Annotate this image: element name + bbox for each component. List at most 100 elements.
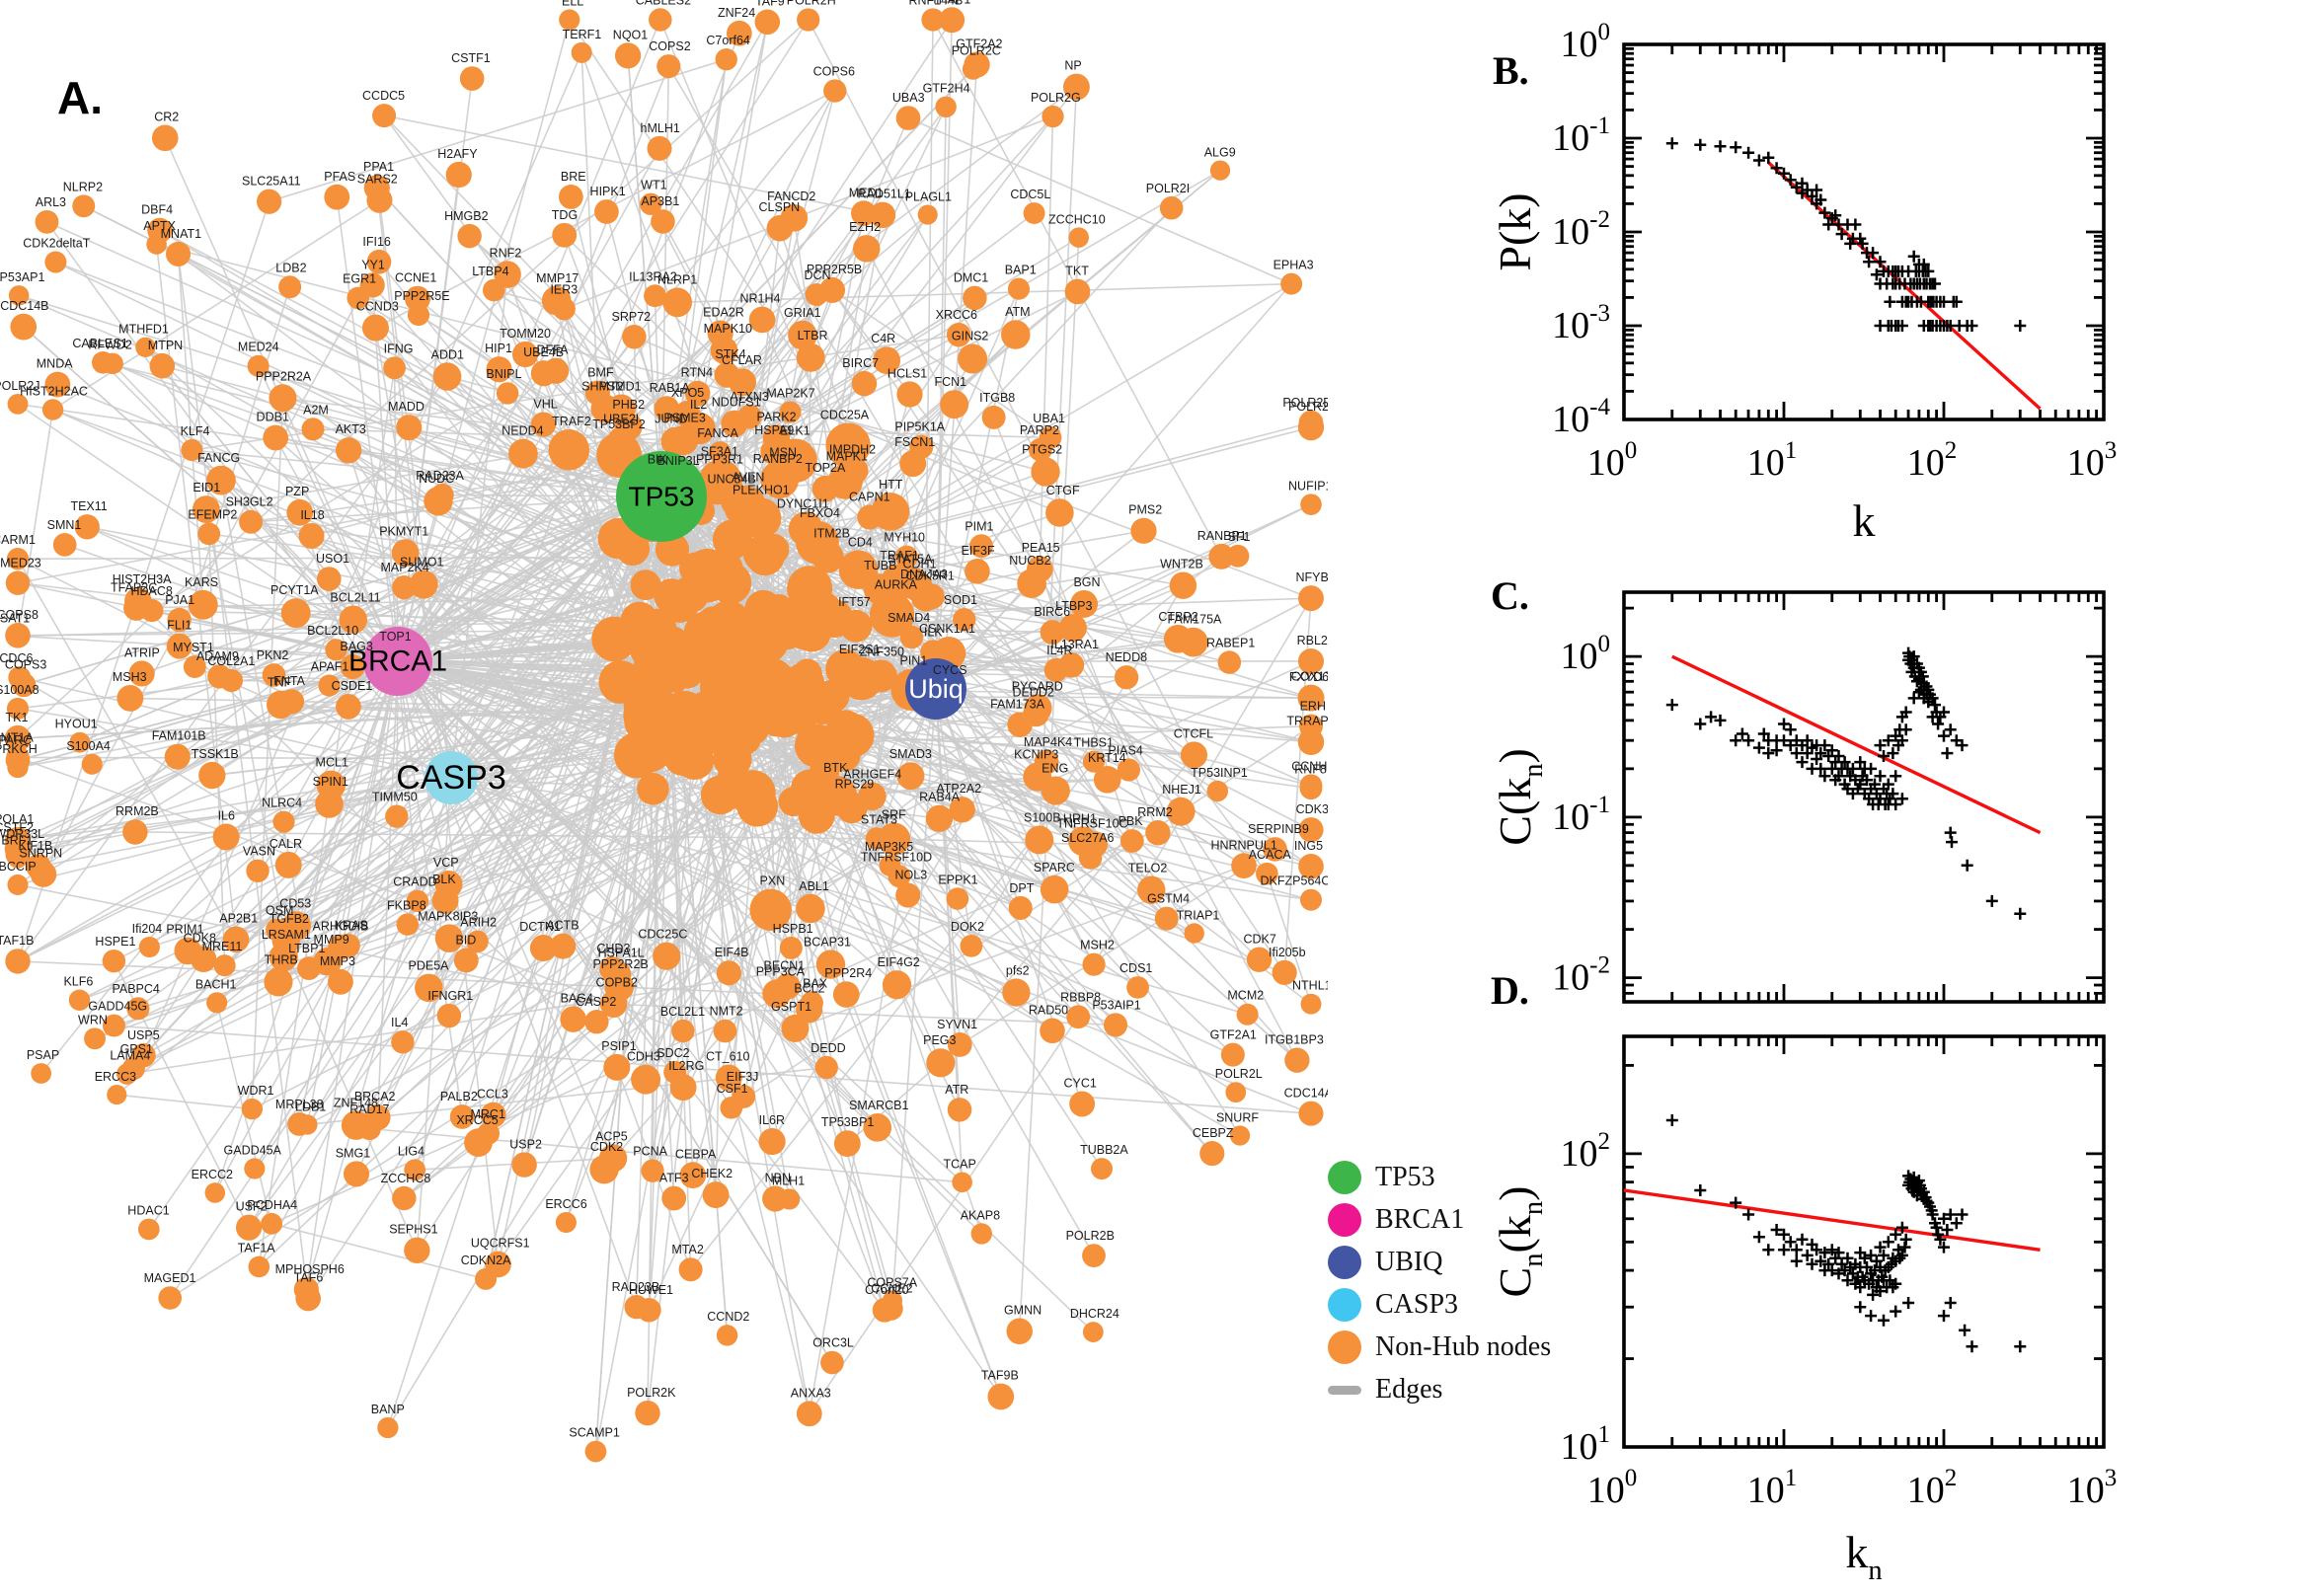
node-label: NHEJ1 — [1162, 783, 1201, 797]
network-node — [857, 504, 882, 529]
node-label: SUMO1 — [400, 556, 444, 570]
node-label: PMS2 — [1128, 503, 1162, 517]
node-label: A2M — [303, 403, 329, 417]
node-label: TAF1B — [0, 934, 34, 948]
network-node — [572, 42, 592, 63]
network-node — [679, 1257, 703, 1281]
node-label: RFWD2 — [88, 339, 131, 352]
node-label: MTA2 — [671, 1243, 703, 1256]
node-label: MAP4K4 — [1024, 735, 1072, 749]
node-label: GSPT1 — [771, 1000, 811, 1014]
tick-label: 10-2 — [1552, 952, 1610, 999]
node-label: CDS1 — [1119, 961, 1152, 975]
node-label: MPHOSPH6 — [275, 1262, 345, 1276]
network-node — [1300, 889, 1322, 911]
node-label: CABLES2 — [636, 0, 691, 7]
node-label: SYVN1 — [937, 1018, 977, 1031]
node-label: ENG — [1042, 762, 1068, 776]
node-label: AP2B1 — [219, 912, 258, 926]
node-label: PPP2R4 — [824, 966, 872, 980]
network-node — [1298, 729, 1325, 756]
node-label: TGFB2 — [270, 912, 309, 926]
scatter-markers — [1666, 647, 2027, 920]
node-label: NLRC4 — [262, 797, 302, 810]
network-node — [808, 592, 842, 627]
network-node — [362, 315, 389, 342]
node-label: RPS29 — [835, 777, 875, 791]
network-node — [72, 194, 95, 217]
network-node — [1208, 544, 1234, 570]
node-label: NLRP1 — [657, 272, 697, 286]
network-node — [717, 1325, 737, 1345]
network-node — [214, 954, 236, 976]
network-node — [648, 136, 672, 161]
network-node — [7, 757, 28, 778]
network-node — [1001, 320, 1031, 349]
node-label: EIF3J — [727, 1070, 759, 1084]
node-label: RRM2B — [116, 804, 159, 818]
network-node — [797, 8, 819, 31]
node-label: PHB2 — [612, 398, 645, 412]
network-node — [103, 950, 125, 972]
network-node — [508, 439, 538, 469]
node-label: UQCRFS1 — [471, 1237, 530, 1251]
node-label: AP3B1 — [641, 194, 679, 208]
network-node — [10, 314, 37, 341]
network-node — [408, 304, 429, 326]
network-node — [1179, 628, 1208, 657]
fit-line — [1624, 1190, 2041, 1250]
node-label: HMGB2 — [444, 209, 489, 223]
node-label: SEPHS1 — [389, 1223, 437, 1237]
node-label: PPP2R2A — [256, 369, 312, 383]
node-label: TP53BP1 — [821, 1115, 875, 1129]
network-node — [1299, 411, 1324, 435]
node-label: TUBB2A — [1080, 1143, 1128, 1157]
network-node — [982, 406, 1006, 429]
node-label: DDB1 — [257, 411, 289, 424]
network-node — [759, 1128, 786, 1155]
network-node — [796, 894, 825, 924]
network-node — [82, 754, 103, 775]
node-label: MCM2 — [1227, 989, 1264, 1003]
network-node — [553, 297, 576, 320]
tick-label: 10-2 — [1552, 206, 1610, 253]
node-label: GTF2A1 — [1210, 1028, 1257, 1042]
node-label: CD53 — [279, 896, 311, 910]
network-node — [1045, 498, 1074, 527]
axis-box — [1624, 44, 2104, 419]
node-label: PCDHA4 — [247, 1198, 297, 1212]
network-node — [1130, 518, 1156, 544]
network-node — [621, 602, 658, 640]
node-label: MSN — [769, 445, 797, 459]
node-label: BRCA2 — [354, 1090, 396, 1103]
network-node — [391, 1030, 414, 1053]
node-label: PARP2 — [1020, 423, 1059, 437]
legend-item-tp53: TP53 — [1328, 1160, 1551, 1195]
network-node — [896, 106, 921, 130]
network-node — [336, 437, 361, 463]
node-label: MAP2K7 — [766, 386, 814, 400]
node-label: AURKA — [875, 577, 918, 591]
network-node — [1040, 1018, 1065, 1043]
node-label: CFLAR — [722, 353, 762, 367]
node-label: SH3GL2 — [226, 495, 273, 509]
node-label: BCL2L10 — [307, 624, 358, 638]
node-label: MMP3 — [320, 954, 355, 968]
legend-item-edges: Edges — [1328, 1372, 1551, 1407]
node-label: CDK2deltaT — [23, 237, 90, 251]
network-node — [653, 943, 680, 970]
node-label: MTPN — [148, 339, 183, 352]
node-label: PXN — [760, 874, 786, 888]
node-label: RAD50 — [1029, 1003, 1068, 1017]
network-node — [948, 1098, 972, 1122]
node-label: Ifi205b — [1269, 946, 1306, 959]
node-label: CEBPA — [675, 1147, 717, 1161]
network-node — [464, 1128, 493, 1157]
network-node — [1031, 457, 1059, 486]
node-label: DCN — [804, 268, 830, 282]
node-label: MRC1 — [470, 1107, 504, 1121]
node-label: SARS2 — [357, 173, 398, 187]
node-label: CEBPZ — [1193, 1126, 1234, 1140]
